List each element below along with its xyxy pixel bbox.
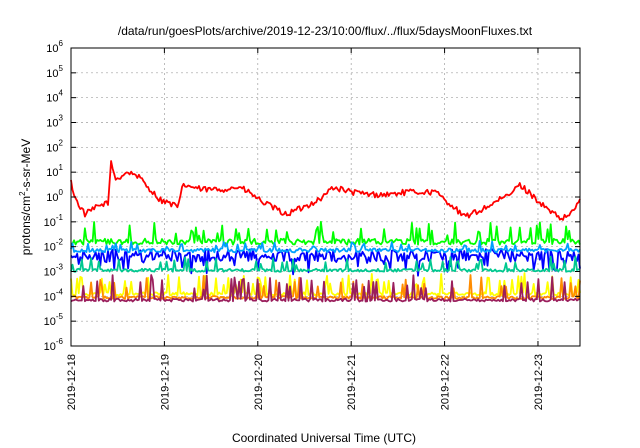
- y-tick-base: 10: [46, 93, 58, 105]
- series-line: [70, 255, 581, 273]
- y-tick-exp: 1: [59, 163, 64, 172]
- y-tick-exp: -4: [56, 287, 64, 296]
- y-tick-base: 10: [44, 291, 56, 303]
- y-tick-exp: 0: [59, 188, 64, 197]
- y-tick-label: 101: [46, 163, 63, 179]
- y-tick-exp: 6: [59, 39, 64, 48]
- y-tick-base: 10: [46, 192, 58, 204]
- y-tick-label: 103: [46, 114, 63, 130]
- y-tick-exp: -6: [56, 337, 64, 346]
- y-tick-base: 10: [46, 142, 58, 154]
- series-lines: [70, 160, 581, 303]
- y-tick-exp: 2: [59, 138, 64, 147]
- y-tick-exp: -5: [56, 312, 64, 321]
- y-tick-label: 10-6: [44, 337, 64, 353]
- y-tick-base: 10: [46, 118, 58, 130]
- x-tick-label: 2019-12-22: [440, 354, 452, 410]
- y-tick-label: 10-1: [44, 213, 64, 229]
- y-tick-exp: 3: [59, 114, 64, 123]
- x-tick-label: 2019-12-18: [66, 354, 78, 410]
- y-tick-exp: 4: [59, 89, 64, 98]
- y-tick-label: 102: [46, 138, 63, 154]
- y-tick-exp: 5: [59, 64, 64, 73]
- series-line: [70, 220, 581, 246]
- chart-title: /data/run/goesPlots/archive/2019-12-23/1…: [118, 24, 533, 38]
- y-axis-label: protons/cm2-s-sr-MeV: [18, 139, 33, 255]
- x-axis: 2019-12-18 2019-12-19 2019-12-20 2019-12-21…: [66, 48, 545, 410]
- y-tick-exp: -3: [56, 263, 64, 272]
- y-tick-base: 10: [44, 341, 56, 353]
- y-tick-exp: -2: [56, 238, 64, 247]
- y-tick-exp: -1: [56, 213, 64, 222]
- y-tick-label: 100: [46, 188, 63, 204]
- y-label-base: protons/cm: [19, 196, 33, 255]
- y-tick-label: 10-4: [44, 287, 64, 303]
- y-tick-base: 10: [44, 316, 56, 328]
- x-tick-label: 2019-12-23: [533, 354, 545, 410]
- y-tick-base: 10: [46, 167, 58, 179]
- y-tick-label: 106: [46, 39, 63, 55]
- series-line: [70, 239, 581, 254]
- x-axis-label: Coordinated Universal Time (UTC): [232, 431, 416, 445]
- series-line: [70, 160, 581, 221]
- x-tick-label: 2019-12-19: [159, 354, 171, 410]
- y-label-rest: -s-sr-MeV: [19, 139, 33, 192]
- y-tick-base: 10: [46, 68, 58, 80]
- y-tick-base: 10: [44, 217, 56, 229]
- y-tick-base: 10: [44, 242, 56, 254]
- y-tick-base: 10: [44, 267, 56, 279]
- x-tick-label: 2019-12-21: [346, 354, 358, 410]
- series-line: [70, 274, 581, 303]
- y-label-exp: 2: [18, 191, 27, 196]
- x-tick-label: 2019-12-20: [253, 354, 265, 410]
- y-tick-label: 104: [46, 89, 63, 105]
- y-tick-label: 105: [46, 64, 63, 80]
- y-tick-label: 10-3: [44, 263, 64, 279]
- y-tick-label: 10-2: [44, 238, 64, 254]
- series-line: [70, 272, 581, 297]
- y-axis: 10-610-510-410-310-210-11001011021031041…: [44, 39, 580, 353]
- series-line: [70, 248, 581, 277]
- y-tick-base: 10: [46, 43, 58, 55]
- y-tick-label: 10-5: [44, 312, 64, 328]
